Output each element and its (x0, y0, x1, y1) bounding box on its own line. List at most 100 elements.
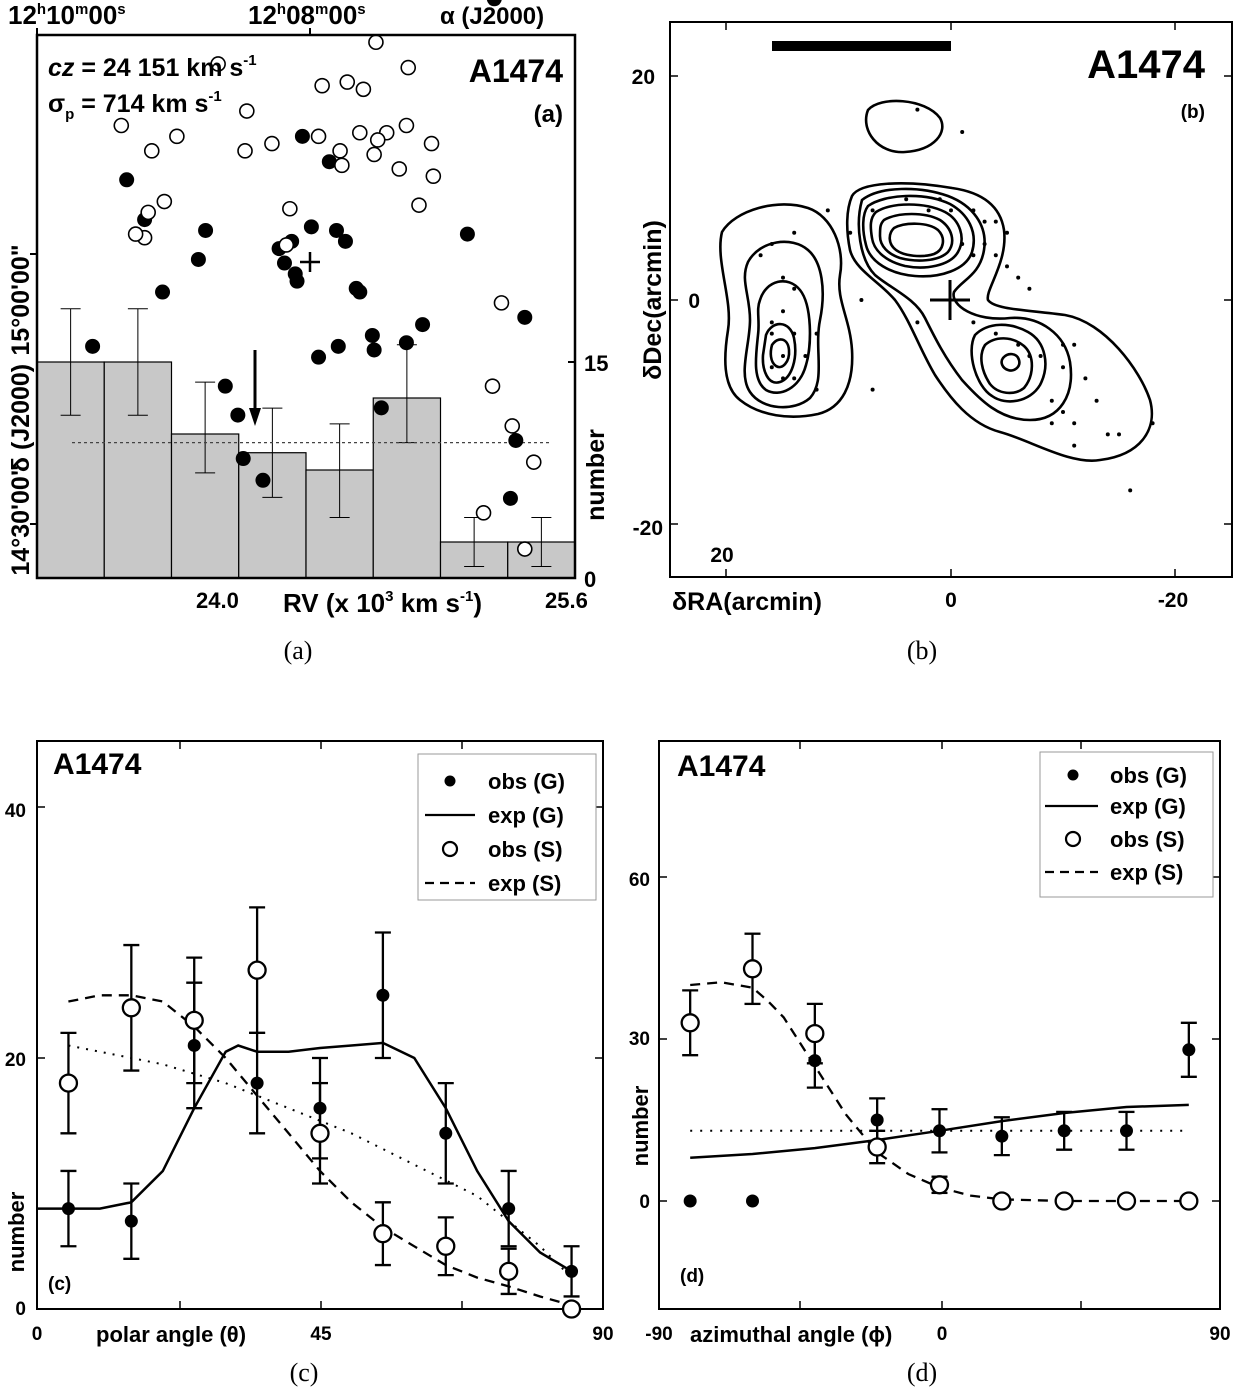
member-galaxy (993, 331, 998, 336)
obs-G-point (1182, 1043, 1196, 1057)
legend-label: exp (S) (1110, 860, 1183, 885)
member-galaxy (825, 208, 830, 213)
member-galaxy (781, 275, 785, 280)
member-galaxy (926, 208, 931, 213)
obs-S-point (867, 1137, 887, 1157)
galaxy-filled (364, 327, 380, 343)
x-tick-label: -90 (645, 1324, 672, 1345)
member-galaxy (1061, 365, 1065, 370)
panel-d: A1474 (d) obs (G) exp (G) obs (S) exp (S… (628, 740, 1231, 1387)
galaxy-filled (287, 266, 303, 282)
member-galaxy (769, 320, 774, 325)
obs-S-point (499, 1261, 519, 1281)
contour-line (857, 187, 1073, 422)
contour-line (719, 203, 854, 418)
member-galaxies (758, 107, 1155, 493)
obs-S-point (1179, 1191, 1199, 1211)
member-galaxy (814, 387, 819, 392)
member-galaxy (1016, 342, 1021, 347)
galaxy-open (156, 193, 173, 210)
galaxy-filled (373, 400, 389, 416)
galaxy-open (210, 56, 226, 72)
panel-a-frame (35, 33, 577, 580)
right-axis-label: number (582, 429, 610, 521)
x-tick-label: 20 (710, 544, 733, 567)
y-tick-label: 0 (688, 290, 700, 313)
stat-sigma: σp = 714 km s-1 (48, 88, 222, 123)
member-galaxy (937, 197, 942, 202)
galaxy-filled (217, 378, 233, 394)
obs-S-point (247, 960, 267, 980)
member-galaxy (758, 253, 763, 258)
panel-c-frame (36, 740, 604, 1310)
panel-d-frame (658, 740, 1221, 1310)
galaxy-open (493, 295, 510, 311)
member-galaxy (1061, 410, 1065, 414)
cluster-center-cross (930, 280, 970, 320)
legend-label: obs (S) (1110, 827, 1185, 852)
galaxy-open (525, 454, 542, 470)
y-tick-label: 20 (5, 1050, 26, 1071)
galaxy-filled (85, 338, 101, 354)
obs-S-point (992, 1191, 1012, 1211)
galaxy-filled (337, 233, 353, 249)
stat-cz: cz = 24 151 km s-1 (48, 52, 257, 82)
observed-points (58, 906, 582, 1319)
member-galaxy (1105, 432, 1110, 437)
obs-G-point (250, 1076, 264, 1090)
y-tick-label: 20 (632, 66, 655, 89)
caption-b: (b) (907, 636, 937, 665)
galaxy-open (332, 143, 348, 159)
member-galaxy (1005, 264, 1009, 269)
galaxy-open (475, 505, 492, 521)
panel-a-title: A1474 (469, 53, 564, 89)
galaxy-open (113, 117, 130, 134)
obs-S-point (1116, 1191, 1137, 1211)
galaxy-open (282, 200, 298, 217)
contour-line (864, 99, 944, 154)
member-galaxy (781, 309, 785, 314)
axis-ticks (36, 741, 604, 1310)
member-galaxy (870, 208, 875, 213)
member-galaxy (915, 320, 920, 325)
x-axis-label: polar angle (θ) (96, 1322, 246, 1347)
obs-S-point (310, 1123, 330, 1143)
x-tick-label: -20 (1158, 589, 1188, 612)
contour-line (769, 338, 791, 369)
member-galaxy (915, 107, 920, 112)
contour-line (845, 182, 1154, 462)
obs-G-point (187, 1038, 201, 1052)
member-galaxy (1128, 488, 1133, 493)
member-galaxy (982, 219, 987, 224)
member-galaxy (1049, 421, 1054, 426)
x-axis-label: RV (x 103 km s-1) (283, 588, 482, 618)
histogram-arrow (249, 350, 261, 426)
galaxy-positions (85, 0, 542, 557)
legend-label: obs (S) (488, 837, 563, 862)
galaxy-open (278, 237, 295, 253)
obs-G-point (808, 1054, 822, 1068)
galaxy-open (334, 157, 350, 174)
galaxy-filled (330, 338, 346, 354)
obs-S-point (561, 1299, 582, 1319)
contour-line (980, 337, 1034, 395)
x-tick-label: 45 (310, 1324, 332, 1345)
contour-line (869, 203, 963, 269)
member-galaxy (859, 298, 864, 302)
member-galaxy (1072, 443, 1077, 448)
member-galaxy (904, 197, 909, 202)
x-tick-label: 0 (937, 1324, 948, 1345)
caption-c: (c) (290, 1358, 319, 1387)
member-galaxy (803, 354, 808, 358)
galaxy-filled (198, 222, 214, 238)
obs-S-point (436, 1236, 456, 1256)
obs-G-point (933, 1124, 946, 1138)
galaxy-filled (276, 255, 292, 271)
top-tick-label: 12h08m00s (248, 0, 366, 30)
galaxy-open (411, 197, 427, 213)
model-curves (37, 994, 573, 1307)
contour-line (878, 212, 954, 262)
legend-marker-filled (1067, 769, 1079, 781)
galaxy-open (423, 135, 440, 152)
